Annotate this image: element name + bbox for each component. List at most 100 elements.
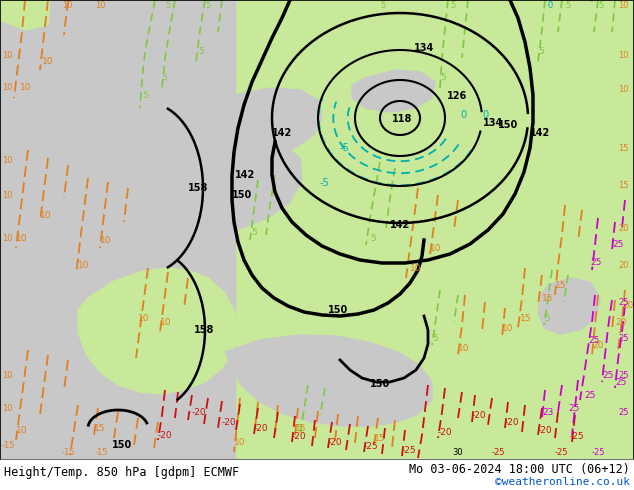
Bar (0, 460, 634, 490)
Text: 10: 10 (2, 83, 13, 93)
Text: -25: -25 (402, 445, 417, 455)
Text: ©weatheronline.co.uk: ©weatheronline.co.uk (495, 477, 630, 487)
Text: 142: 142 (235, 170, 256, 180)
Text: 15: 15 (618, 180, 628, 190)
Text: 5: 5 (370, 234, 376, 243)
Text: 15: 15 (555, 280, 567, 290)
Text: 25: 25 (602, 370, 613, 379)
Text: -20: -20 (538, 425, 553, 435)
Text: -5: -5 (340, 143, 350, 153)
Polygon shape (0, 0, 235, 460)
Text: 142: 142 (530, 128, 550, 138)
Text: 15: 15 (94, 423, 105, 433)
Text: 20: 20 (592, 341, 604, 349)
Text: 158: 158 (194, 325, 214, 335)
Text: 10: 10 (458, 343, 470, 352)
Text: -15: -15 (62, 447, 75, 457)
Polygon shape (183, 170, 222, 206)
Text: 142: 142 (390, 220, 410, 230)
Text: -25: -25 (592, 447, 605, 457)
Polygon shape (0, 0, 50, 30)
Text: -20: -20 (254, 423, 269, 433)
Text: 10: 10 (16, 234, 27, 243)
Text: 5: 5 (538, 48, 544, 56)
Text: 150: 150 (370, 379, 391, 389)
Polygon shape (212, 0, 634, 390)
Text: 5: 5 (565, 0, 570, 9)
Polygon shape (0, 75, 40, 110)
Text: 25: 25 (584, 391, 595, 399)
Text: 30: 30 (452, 447, 463, 457)
Text: 134: 134 (414, 43, 434, 53)
Text: 5: 5 (161, 74, 167, 82)
Polygon shape (235, 88, 322, 162)
Text: 10: 10 (160, 318, 172, 326)
Text: 10: 10 (618, 0, 628, 9)
Text: 25: 25 (618, 297, 628, 307)
Text: 10: 10 (78, 261, 89, 270)
Text: 142: 142 (272, 128, 292, 138)
Text: 150: 150 (112, 440, 133, 450)
Polygon shape (148, 135, 302, 232)
Text: 25: 25 (618, 334, 628, 343)
Text: -15: -15 (95, 447, 108, 457)
Text: 10: 10 (20, 83, 32, 93)
Text: 0: 0 (482, 110, 488, 120)
Text: 10: 10 (42, 57, 53, 67)
Text: 10: 10 (40, 211, 51, 220)
Text: -20: -20 (505, 417, 520, 426)
Text: 10: 10 (138, 314, 150, 322)
Text: 5: 5 (432, 334, 437, 343)
Polygon shape (352, 70, 435, 112)
Text: 118: 118 (392, 114, 412, 124)
Text: 10: 10 (234, 438, 245, 446)
Text: -25: -25 (492, 447, 505, 457)
Text: 5: 5 (205, 0, 210, 9)
Text: 10: 10 (2, 403, 13, 413)
Text: 25: 25 (590, 258, 602, 267)
Text: 10: 10 (2, 191, 13, 199)
Text: 134: 134 (483, 118, 503, 128)
Text: -20: -20 (192, 408, 207, 416)
Text: -20: -20 (438, 427, 453, 437)
Text: 10: 10 (95, 0, 105, 9)
Polygon shape (538, 278, 600, 334)
Text: 25: 25 (588, 336, 599, 344)
Text: 25: 25 (615, 377, 626, 387)
Text: 15: 15 (542, 294, 553, 302)
Text: 5: 5 (450, 0, 456, 4)
Polygon shape (78, 268, 238, 394)
Text: 150: 150 (232, 190, 252, 200)
Text: 25: 25 (568, 403, 579, 413)
Text: -25: -25 (364, 441, 378, 450)
Text: 20: 20 (618, 261, 628, 270)
Text: 15: 15 (520, 314, 531, 322)
Text: 5: 5 (450, 0, 455, 9)
Text: 15: 15 (374, 434, 385, 442)
Text: 10: 10 (100, 236, 112, 245)
Text: 10: 10 (410, 264, 422, 272)
Text: 20: 20 (618, 223, 628, 232)
Text: 25: 25 (618, 370, 628, 379)
Polygon shape (235, 0, 634, 460)
Text: 10: 10 (16, 425, 27, 435)
Text: 10: 10 (502, 323, 514, 333)
Text: 10: 10 (2, 234, 13, 243)
Text: 10: 10 (2, 50, 13, 59)
Text: 150: 150 (328, 305, 348, 315)
Text: 10: 10 (618, 85, 628, 95)
Text: 0: 0 (548, 0, 553, 9)
Text: Mo 03-06-2024 18:00 UTC (06+12): Mo 03-06-2024 18:00 UTC (06+12) (409, 463, 630, 475)
Text: 20: 20 (622, 300, 633, 310)
Text: 5: 5 (380, 0, 385, 9)
Text: 5: 5 (251, 227, 257, 237)
Text: 10: 10 (2, 370, 13, 379)
Text: 10: 10 (62, 0, 72, 9)
Text: 5: 5 (198, 48, 204, 56)
Text: 25: 25 (618, 408, 628, 416)
Text: 10: 10 (430, 244, 441, 252)
Text: -25: -25 (570, 432, 585, 441)
Text: -15: -15 (2, 441, 15, 449)
Text: 5: 5 (544, 314, 550, 322)
Text: 23: 23 (542, 408, 553, 416)
